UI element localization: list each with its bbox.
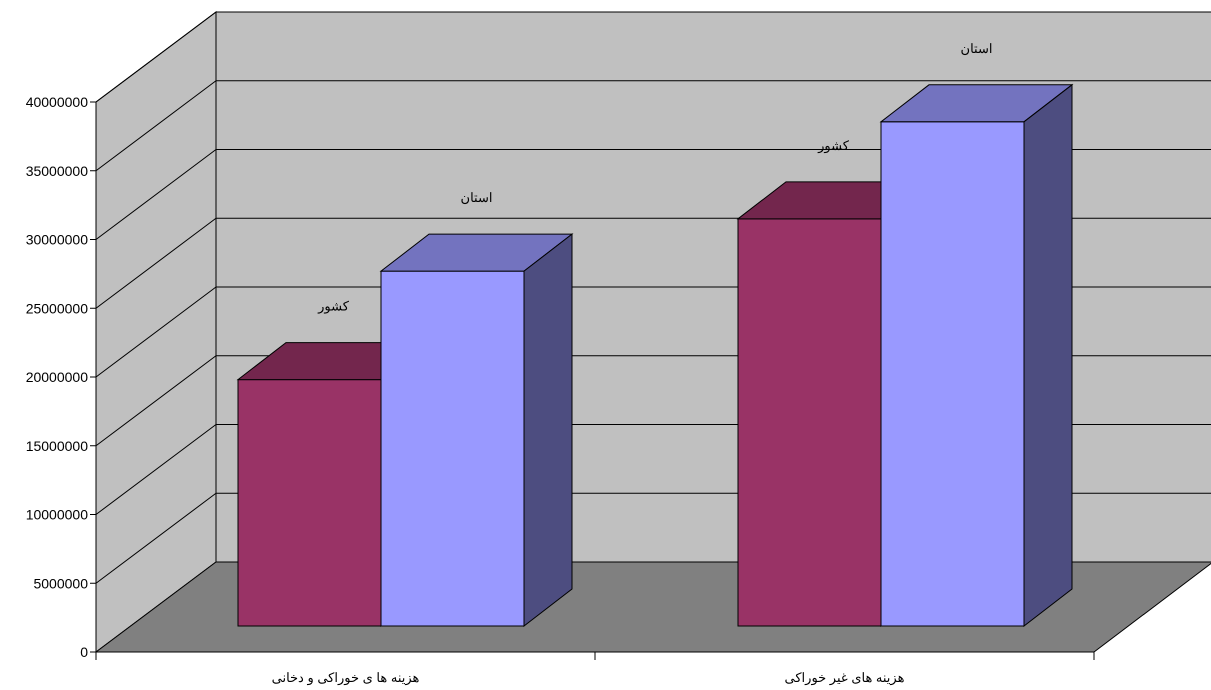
- value-axis: 0 5000000 10000000 15000000 20000000 25000000…: [26, 94, 97, 660]
- gridline-side: [95, 286, 217, 378]
- bar-front: [880, 121, 1025, 627]
- gridline-side: [95, 492, 217, 584]
- bar-side: [523, 233, 573, 628]
- bar: [879, 83, 1074, 628]
- y-tick-label: 25000000: [26, 300, 89, 316]
- y-tick-label: 5000000: [33, 575, 88, 591]
- bar-front: [380, 270, 525, 627]
- gridline-side: [95, 217, 217, 309]
- y-tick-label: 0: [80, 644, 88, 660]
- bar-front: [737, 218, 882, 627]
- y-tick-label: 10000000: [26, 507, 89, 523]
- gridline-side: [95, 80, 217, 172]
- bar-front: [237, 379, 382, 627]
- y-tick-label: 40000000: [26, 94, 89, 110]
- data-label: استان: [961, 41, 993, 56]
- category-label: هزینه ها ی خوراکی و دخانی: [272, 670, 420, 686]
- category-label: هزینه های غیر خوراکی: [785, 670, 905, 686]
- data-labels: کشور استان کشور استان: [317, 41, 992, 315]
- y-tick-label: 35000000: [26, 163, 89, 179]
- category-axis: هزینه ها ی خوراکی و دخانی هزینه های غیر خ…: [95, 652, 1095, 686]
- y-tick-label: 30000000: [26, 232, 89, 248]
- gridline-side: [95, 11, 217, 103]
- gridline-side: [95, 149, 217, 240]
- bars: [236, 83, 1074, 628]
- bar-side: [1023, 83, 1073, 628]
- y-tick-label: 15000000: [26, 438, 89, 454]
- data-label: کشور: [317, 299, 350, 315]
- data-label: استان: [461, 190, 493, 205]
- data-label: کشور: [817, 138, 850, 154]
- gridline-side: [95, 424, 217, 515]
- gridline-side: [95, 355, 217, 447]
- y-tick-label: 20000000: [26, 369, 89, 385]
- bar: [379, 233, 574, 628]
